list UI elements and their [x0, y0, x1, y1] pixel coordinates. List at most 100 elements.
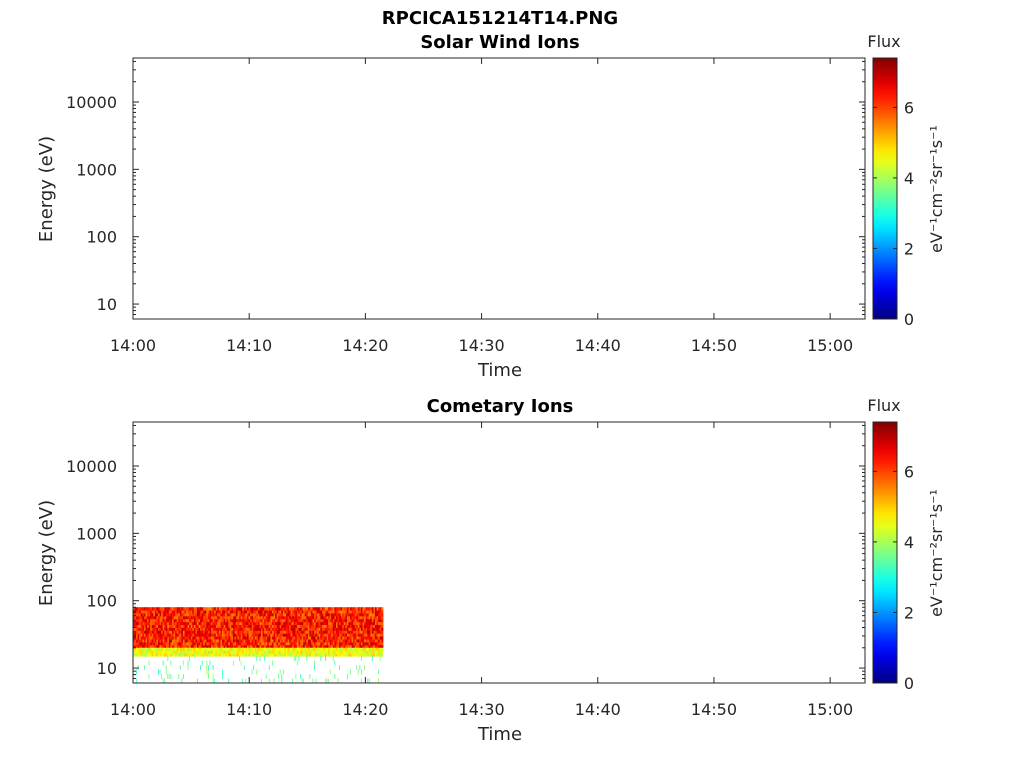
heatmap-cell — [320, 621, 323, 626]
heatmap-cell — [223, 644, 226, 649]
heatmap-cell — [225, 621, 228, 626]
heatmap-cell — [364, 639, 367, 643]
heatmap-cell — [248, 639, 251, 643]
heatmap-cell — [300, 641, 303, 646]
heatmap-cell — [165, 610, 168, 614]
heatmap-cell — [173, 630, 176, 634]
heatmap-cell — [134, 639, 137, 643]
heatmap-cell — [228, 636, 231, 640]
heatmap-cell — [148, 653, 151, 657]
heatmap-cell — [295, 633, 298, 637]
heatmap-cell — [228, 647, 231, 651]
heatmap-cell — [148, 613, 151, 617]
heatmap-cell — [164, 653, 167, 657]
heatmap-cell — [265, 650, 268, 654]
heatmap-cell — [134, 633, 137, 637]
heatmap-cell — [342, 633, 345, 637]
heatmap-cell — [292, 653, 295, 657]
heatmap-cell — [197, 636, 200, 640]
heatmap-cell — [306, 615, 309, 620]
heatmap-cell — [295, 621, 298, 626]
heatmap-cell — [307, 641, 311, 646]
heatmap-cell — [170, 660, 172, 666]
heatmap-cell — [287, 636, 290, 640]
heatmap-cell — [250, 644, 253, 649]
heatmap-cell — [170, 615, 173, 620]
heatmap-cell — [298, 621, 301, 626]
heatmap-cell — [187, 647, 190, 651]
heatmap-cell — [282, 633, 286, 637]
heatmap-cell — [257, 650, 261, 654]
heatmap-cell — [218, 621, 222, 626]
heatmap-cell — [331, 647, 334, 651]
heatmap-cell — [303, 618, 306, 623]
heatmap-cell — [192, 621, 195, 626]
heatmap-cell — [225, 650, 228, 654]
heatmap-cell — [270, 633, 273, 637]
heatmap-cell — [248, 621, 251, 626]
heatmap-cell — [248, 641, 251, 646]
heatmap-cell — [371, 636, 375, 640]
heatmap-cell — [217, 647, 220, 651]
heatmap-cell — [214, 641, 217, 646]
heatmap-cell — [242, 641, 245, 646]
heatmap-cell — [371, 647, 375, 651]
heatmap-cell — [200, 639, 203, 643]
heatmap-cell — [143, 630, 147, 634]
heatmap-cell — [298, 650, 301, 654]
heatmap-cell — [156, 641, 159, 646]
heatmap-cell — [293, 650, 296, 654]
heatmap-cell — [170, 627, 173, 631]
heatmap-cell — [193, 641, 197, 646]
heatmap-cell — [373, 636, 376, 640]
heatmap-cell — [234, 624, 237, 628]
heatmap-cell — [359, 618, 362, 623]
heatmap-cell — [292, 636, 295, 640]
heatmap-cell — [267, 641, 270, 646]
heatmap-cell — [320, 630, 323, 634]
heatmap-cell — [197, 610, 200, 614]
heatmap-cell — [276, 615, 279, 620]
heatmap-cell — [301, 607, 304, 611]
heatmap-cell — [295, 627, 298, 631]
heatmap-cell — [215, 641, 218, 646]
heatmap-cell — [167, 633, 170, 637]
heatmap-cell — [193, 615, 197, 620]
heatmap-cell — [182, 615, 186, 620]
heatmap-cell — [161, 621, 164, 626]
heatmap-cell — [301, 678, 303, 684]
heatmap-cell — [335, 644, 339, 649]
heatmap-cell — [375, 610, 378, 614]
heatmap-cell — [251, 669, 253, 675]
heatmap-cell — [278, 647, 281, 651]
heatmap-cell — [348, 636, 351, 640]
heatmap-cell — [348, 653, 351, 657]
heatmap-cell — [371, 630, 375, 634]
heatmap-cell — [360, 653, 364, 657]
heatmap-cell — [267, 607, 270, 611]
heatmap-cell — [271, 660, 273, 666]
heatmap-cell — [356, 627, 359, 631]
heatmap-cell — [157, 627, 161, 631]
heatmap-cell — [242, 650, 245, 654]
heatmap-cell — [153, 641, 156, 646]
heatmap-cell — [261, 630, 264, 634]
heatmap-cell — [262, 653, 265, 657]
heatmap-cell — [246, 621, 250, 626]
heatmap-cell — [176, 607, 179, 611]
heatmap-cell — [221, 639, 225, 643]
heatmap-cell — [293, 633, 296, 637]
heatmap-cell — [337, 641, 340, 646]
heatmap-cell — [259, 636, 262, 640]
heatmap-cell — [340, 647, 343, 651]
heatmap-cell — [301, 618, 304, 623]
heatmap-cell — [286, 653, 289, 657]
heatmap-cell — [379, 610, 382, 614]
heatmap-cell — [261, 641, 264, 646]
heatmap-cell — [278, 650, 281, 654]
heatmap-cell — [268, 650, 271, 654]
heatmap-cell — [178, 607, 181, 611]
heatmap-cell — [218, 653, 222, 657]
heatmap-cell — [151, 607, 154, 611]
heatmap-cell — [200, 613, 203, 617]
